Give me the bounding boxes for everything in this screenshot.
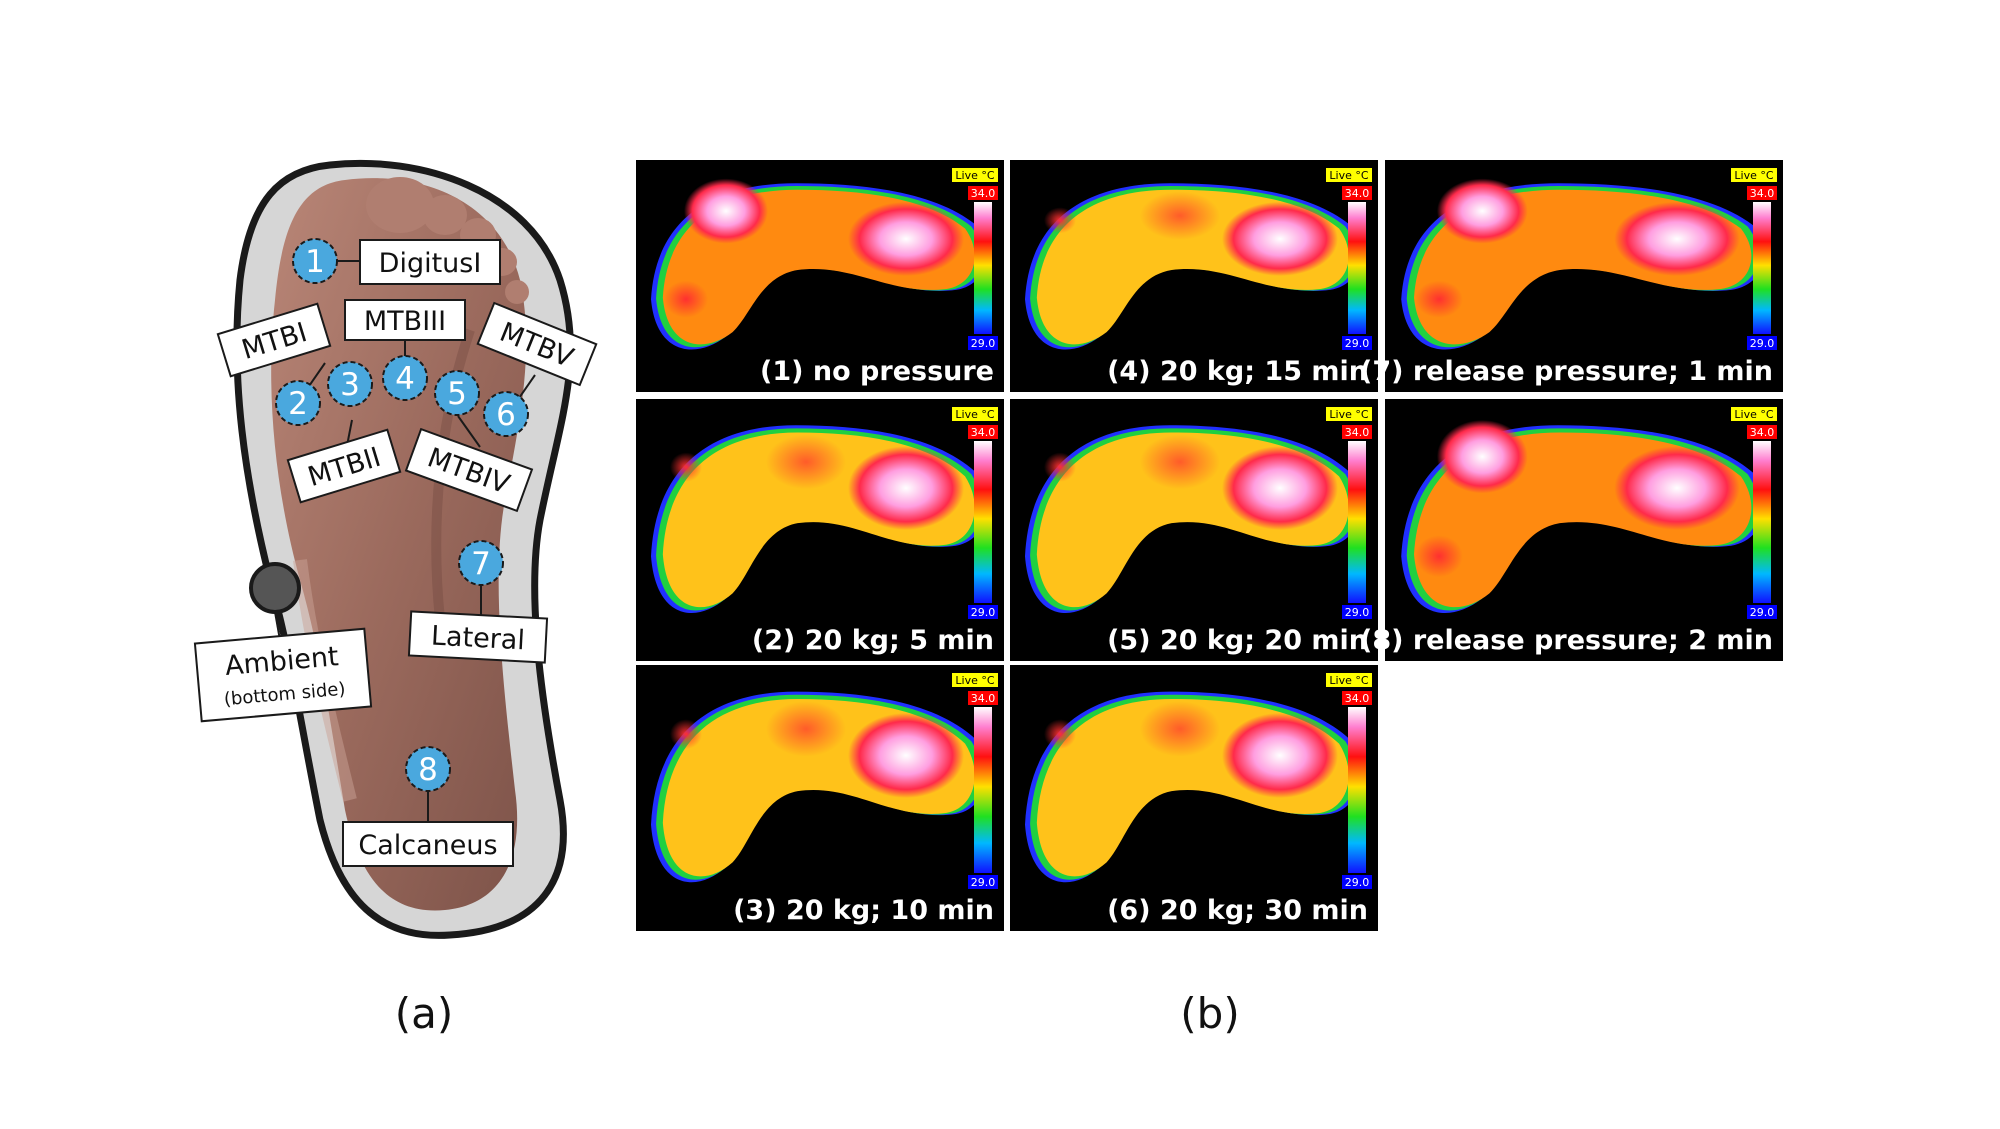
color-scale-bar — [974, 441, 992, 603]
scale-min-label: 29.0 — [1750, 337, 1775, 350]
scale-max-label: 34.0 — [971, 187, 996, 200]
color-scale-bar — [1348, 707, 1366, 873]
sensor-marker-7 — [458, 540, 504, 586]
panel-a-foot-diagram: DigitusI MTBI MTBIII MTBV MTBII MTBIV La… — [193, 159, 598, 1038]
sensor-number-5: 5 — [447, 376, 467, 412]
scale-max-label: 34.0 — [1345, 692, 1370, 705]
sensor-marker-8 — [405, 746, 451, 792]
thermal-image: Live °C 34.0 29.0 (7) release pressure; 1 m… — [1360, 160, 1783, 392]
color-scale-bar — [974, 707, 992, 873]
scale-min-label: 29.0 — [1345, 337, 1370, 350]
scale-max-label: 34.0 — [971, 692, 996, 705]
thermal-image: Live °C 34.0 29.0 (8) release pressure; 2 m… — [1360, 399, 1783, 661]
scale-min-label: 29.0 — [1750, 606, 1775, 619]
thermal-image-caption: (3) 20 kg; 10 min — [733, 895, 994, 926]
scale-min-label: 29.0 — [1345, 606, 1370, 619]
scale-max-label: 34.0 — [1345, 426, 1370, 439]
thermal-image: Live °C 34.0 29.0 (4) 20 kg; 15 min — [1010, 160, 1378, 392]
scale-max-label: 34.0 — [1345, 187, 1370, 200]
live-label: Live °C — [955, 674, 994, 687]
caption-b: (b) — [1180, 989, 1239, 1038]
thermal-image-caption: (8) release pressure; 2 min — [1360, 625, 1773, 656]
scale-min-label: 29.0 — [971, 606, 996, 619]
thermal-image-caption: (4) 20 kg; 15 min — [1107, 356, 1368, 387]
scale-max-label: 34.0 — [1750, 426, 1775, 439]
scale-min-label: 29.0 — [1345, 876, 1370, 889]
sensor-number-1: 1 — [305, 244, 325, 280]
ambient-sensor-marker — [249, 562, 301, 614]
sensor-marker-4 — [382, 355, 428, 401]
scale-max-label: 34.0 — [1750, 187, 1775, 200]
live-label: Live °C — [1329, 169, 1368, 182]
thermal-image-caption: (2) 20 kg; 5 min — [752, 625, 994, 656]
sensor-marker-3 — [327, 361, 373, 407]
color-scale-bar — [1753, 202, 1771, 334]
sensor-number-4: 4 — [395, 361, 415, 397]
live-label: Live °C — [1734, 169, 1773, 182]
scale-min-label: 29.0 — [971, 876, 996, 889]
live-label: Live °C — [1329, 674, 1368, 687]
live-label: Live °C — [1734, 408, 1773, 421]
live-label: Live °C — [1329, 408, 1368, 421]
thermal-image-caption: (5) 20 kg; 20 min — [1107, 625, 1368, 656]
sensor-marker-1 — [292, 238, 338, 284]
sensor-number-6: 6 — [496, 397, 516, 433]
label-calcaneus: Calcaneus — [358, 830, 497, 861]
thermal-image: Live °C 34.0 29.0 (5) 20 kg; 20 min — [1010, 399, 1378, 661]
thermal-image: Live °C 34.0 29.0 (3) 20 kg; 10 min — [636, 665, 1004, 931]
color-scale-bar — [1753, 441, 1771, 603]
color-scale-bar — [1348, 441, 1366, 603]
color-scale-bar — [974, 202, 992, 334]
sensor-number-7: 7 — [471, 546, 491, 582]
caption-a: (a) — [395, 989, 454, 1038]
sensor-number-3: 3 — [340, 367, 360, 403]
label-mtbiii: MTBIII — [364, 306, 446, 337]
toes — [366, 177, 529, 304]
live-label: Live °C — [955, 408, 994, 421]
sensor-marker-5 — [434, 370, 480, 416]
thermal-image-caption: (7) release pressure; 1 min — [1360, 356, 1773, 387]
label-digitusi: DigitusI — [379, 248, 482, 279]
sensor-number-2: 2 — [288, 386, 308, 422]
sensor-marker-2 — [275, 380, 321, 426]
thermal-image-caption: (6) 20 kg; 30 min — [1107, 895, 1368, 926]
label-boxes — [193, 239, 598, 867]
thermal-image: Live °C 34.0 29.0 (1) no pressure — [636, 160, 1004, 392]
scale-max-label: 34.0 — [971, 426, 996, 439]
color-scale-bar — [1348, 202, 1366, 334]
thermal-image: Live °C 34.0 29.0 (2) 20 kg; 5 min — [636, 399, 1004, 661]
label-lateral: Lateral — [430, 621, 525, 657]
sensor-marker-6 — [483, 391, 529, 437]
thermal-image: Live °C 34.0 29.0 (6) 20 kg; 30 min — [1010, 665, 1378, 931]
thermal-image-caption: (1) no pressure — [760, 356, 994, 387]
sensor-markers — [275, 238, 529, 792]
scale-min-label: 29.0 — [971, 337, 996, 350]
sensor-number-8: 8 — [418, 752, 438, 788]
panel-b-thermal-grid: Live °C 34.0 29.0 (1) no pressure Live °C 34.… — [636, 160, 1783, 931]
live-label: Live °C — [955, 169, 994, 182]
